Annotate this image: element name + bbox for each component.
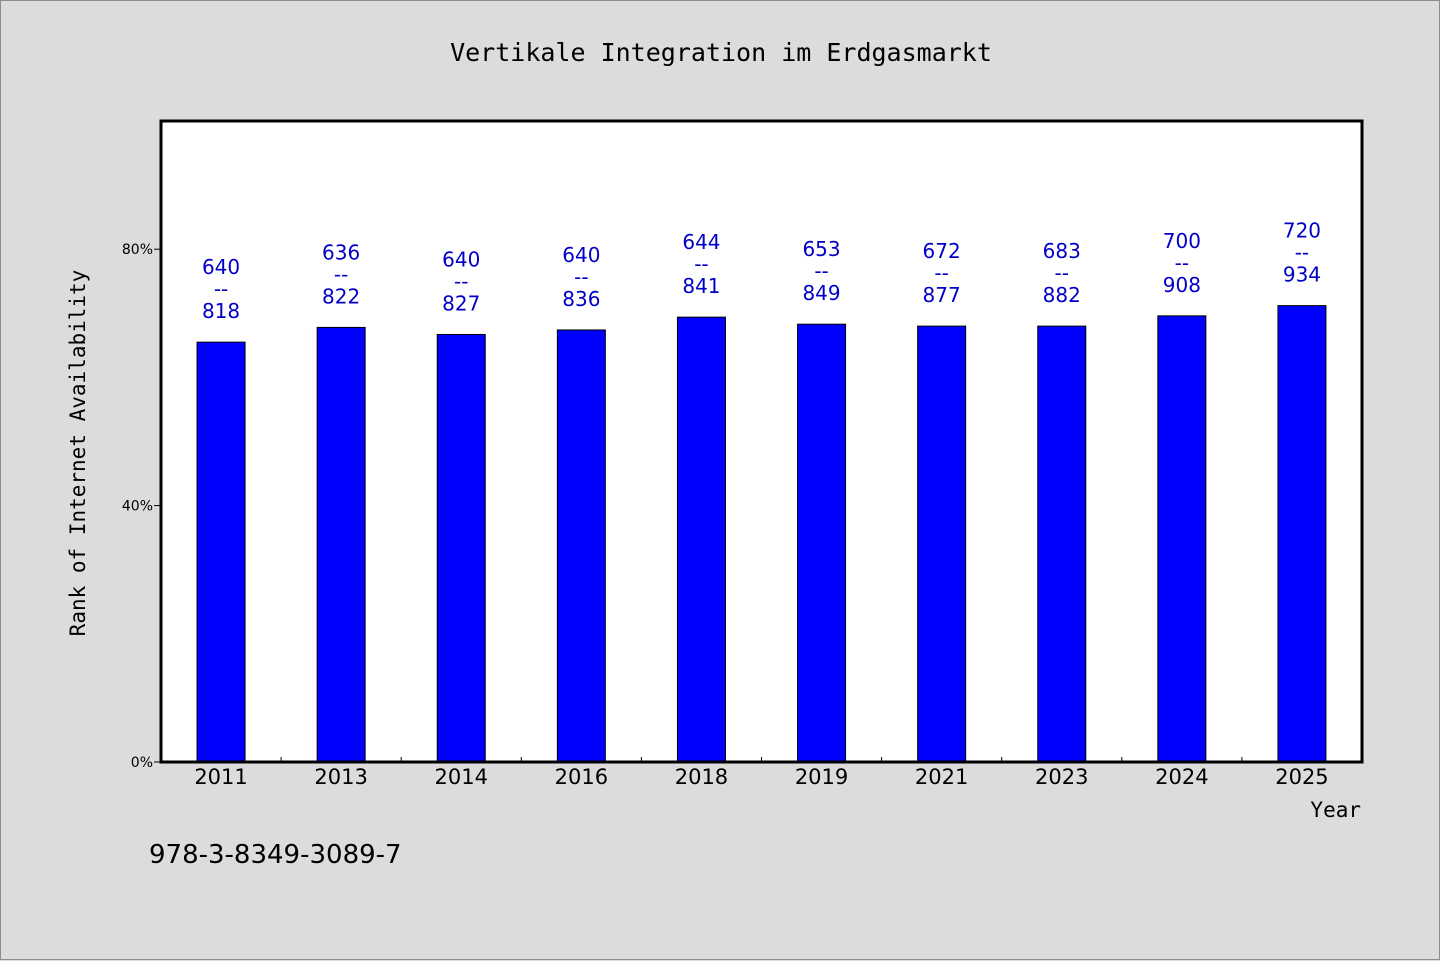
x-tick-label-2014: 2014 xyxy=(435,765,488,789)
data-label-sep-2018: -- xyxy=(694,252,708,276)
bar-2025 xyxy=(1277,305,1327,763)
bar-2019 xyxy=(797,323,847,763)
data-label-sep-2023: -- xyxy=(1055,261,1069,285)
chart-title: Vertikale Integration im Erdgasmarkt xyxy=(450,38,992,67)
data-label-bottom-2018: 841 xyxy=(682,274,720,298)
data-label-top-2021: 672 xyxy=(923,239,961,263)
isbn-code: 978-3-8349-3089-7 xyxy=(149,840,402,870)
x-tick-label-2023: 2023 xyxy=(1035,765,1088,789)
y-tick-label-40: 40% xyxy=(122,499,153,515)
bar-2011 xyxy=(196,341,246,763)
bar-2024 xyxy=(1157,315,1207,763)
data-label-bottom-2021: 877 xyxy=(923,283,961,307)
bar-2014 xyxy=(436,333,486,763)
bars-group xyxy=(196,305,1327,763)
data-label-bottom-2016: 836 xyxy=(562,287,600,311)
x-tick-label-2019: 2019 xyxy=(795,765,848,789)
data-labels-group: 640--818636--822640--827640--836644--841… xyxy=(202,219,1321,324)
data-label-bottom-2024: 908 xyxy=(1163,273,1201,297)
data-label-bottom-2023: 882 xyxy=(1043,283,1081,307)
bar-2016 xyxy=(556,329,606,763)
x-tick-label-2011: 2011 xyxy=(194,765,247,789)
data-label-bottom-2025: 934 xyxy=(1283,263,1321,287)
y-tick-label-80: 80% xyxy=(122,242,153,258)
data-label-top-2025: 720 xyxy=(1283,219,1321,243)
x-tick-label-2025: 2025 xyxy=(1275,765,1328,789)
x-axis-ticks: 2011 2013 2014 2016 2018 2019 2021 2023 2024 2025 xyxy=(194,757,1329,789)
x-tick-label-2024: 2024 xyxy=(1155,765,1208,789)
data-label-sep-2024: -- xyxy=(1175,251,1189,275)
x-axis-title: Year xyxy=(1310,798,1361,822)
data-label-top-2013: 636 xyxy=(322,240,360,264)
x-tick-label-2016: 2016 xyxy=(555,765,608,789)
data-label-sep-2019: -- xyxy=(814,259,828,283)
x-tick-label-2021: 2021 xyxy=(915,765,968,789)
y-axis-ticks: 0% 40% 80% xyxy=(122,242,161,771)
data-label-top-2019: 653 xyxy=(802,237,840,261)
y-tick-label-0: 0% xyxy=(131,755,153,771)
data-label-top-2014: 640 xyxy=(442,247,480,271)
data-label-sep-2021: -- xyxy=(934,261,948,285)
data-label-sep-2011: -- xyxy=(214,277,228,301)
data-label-sep-2013: -- xyxy=(334,262,348,286)
data-label-sep-2025: -- xyxy=(1295,241,1309,265)
bar-2013 xyxy=(316,326,366,763)
data-label-bottom-2019: 849 xyxy=(802,281,840,305)
data-label-top-2018: 644 xyxy=(682,230,720,254)
data-label-bottom-2013: 822 xyxy=(322,284,360,308)
data-label-sep-2014: -- xyxy=(454,269,468,293)
data-label-bottom-2014: 827 xyxy=(442,291,480,315)
bar-2023 xyxy=(1037,325,1087,763)
data-label-bottom-2011: 818 xyxy=(202,299,240,323)
data-label-sep-2016: -- xyxy=(574,265,588,289)
data-label-top-2011: 640 xyxy=(202,255,240,279)
bar-2021 xyxy=(917,325,967,763)
y-axis-title: Rank of Internet Availability xyxy=(66,270,90,637)
bar-2018 xyxy=(676,316,726,763)
x-tick-label-2018: 2018 xyxy=(675,765,728,789)
data-label-top-2023: 683 xyxy=(1043,239,1081,263)
x-tick-label-2013: 2013 xyxy=(314,765,367,789)
data-label-top-2016: 640 xyxy=(562,243,600,267)
data-label-top-2024: 700 xyxy=(1163,229,1201,253)
